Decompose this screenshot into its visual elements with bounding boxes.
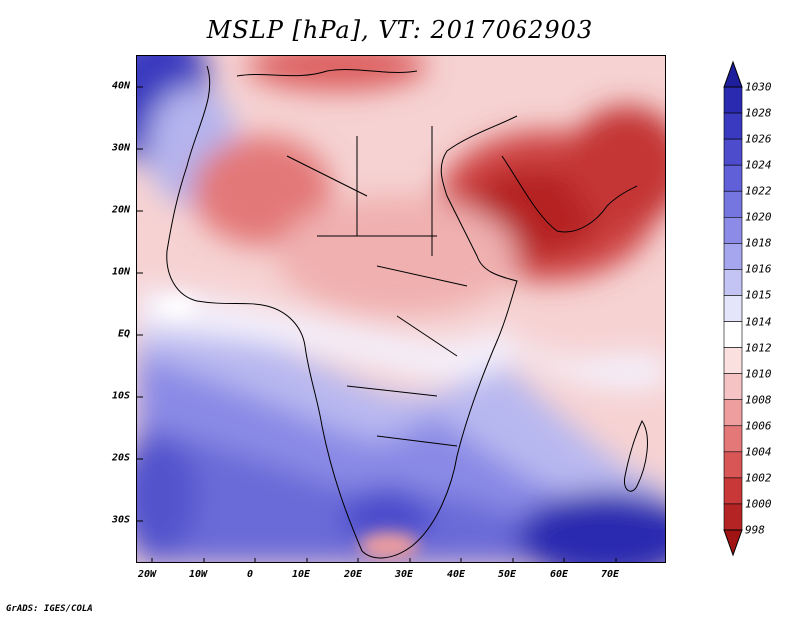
colorbar-label: 1004 — [745, 445, 772, 459]
map-panel — [136, 55, 666, 563]
colorbar-label: 1006 — [745, 419, 772, 433]
colorbar-cell — [723, 138, 743, 166]
lon-label: 50E — [497, 569, 517, 580]
page-title: MSLP [hPa], VT: 2017062903 — [206, 16, 594, 44]
colorbar-label: 998 — [745, 523, 765, 537]
lat-label: 30N — [111, 142, 130, 154]
colorbar-top-arrow — [723, 60, 743, 88]
colorbar-label: 1015 — [745, 288, 772, 302]
lon-label: 20E — [343, 569, 363, 580]
coastlines — [166, 65, 648, 559]
colorbar-cell — [723, 112, 743, 140]
graticule-ticks — [137, 86, 617, 562]
lat-label: 20N — [111, 204, 130, 216]
lat-label: 10N — [111, 266, 130, 278]
colorbar-cell — [723, 86, 743, 114]
lat-label: 40N — [111, 80, 130, 92]
colorbar-cell — [723, 373, 743, 401]
colorbar-cell — [723, 503, 743, 531]
colorbar-bottom-arrow — [723, 529, 743, 557]
colorbar-label: 1024 — [745, 158, 772, 172]
colorbar-label: 1022 — [745, 184, 772, 198]
colorbar-label: 1002 — [745, 471, 772, 485]
lon-label: 0 — [246, 569, 254, 580]
colorbar-label: 1012 — [745, 341, 772, 355]
colorbar-label: 1020 — [745, 210, 772, 224]
colorbar-cell — [723, 216, 743, 244]
colorbar-label: 1000 — [745, 497, 772, 511]
lat-label: EQ — [117, 328, 130, 340]
colorbar-cell — [723, 425, 743, 453]
lat-label: 10S — [111, 390, 130, 402]
colorbar-cell — [723, 477, 743, 505]
pressure-shading — [137, 56, 665, 562]
lon-label: 40E — [446, 569, 466, 580]
colorbar-cell — [723, 295, 743, 322]
lon-label: 10W — [188, 569, 208, 580]
colorbar-label: 1014 — [745, 315, 772, 329]
colorbar-label: 1030 — [745, 80, 772, 94]
credit-text: GrADS: IGES/COLA — [6, 604, 93, 614]
colorbar-cell — [723, 321, 743, 348]
colorbar-label: 1010 — [745, 367, 772, 381]
colorbar-label: 1026 — [745, 132, 772, 146]
lon-label: 20W — [137, 569, 157, 580]
lat-label: 20S — [111, 452, 130, 464]
colorbar-cell — [723, 190, 743, 218]
lon-label: 30E — [394, 569, 414, 580]
colorbar-label: 1008 — [745, 393, 772, 407]
lat-label: 30S — [111, 514, 130, 526]
pressure-field-map — [137, 56, 665, 562]
colorbar-cell — [723, 347, 743, 374]
colorbar-label: 1028 — [745, 106, 772, 120]
colorbar-cell — [723, 243, 743, 270]
colorbar-cell — [723, 399, 743, 427]
colorbar-cell — [723, 451, 743, 479]
colorbar-cell — [723, 164, 743, 192]
lon-label: 70E — [600, 569, 620, 580]
colorbar-cell — [723, 269, 743, 296]
lon-label: 10E — [291, 569, 311, 580]
lon-label: 60E — [549, 569, 569, 580]
colorbar-label: 1018 — [745, 236, 772, 250]
colorbar-label: 1016 — [745, 262, 772, 276]
